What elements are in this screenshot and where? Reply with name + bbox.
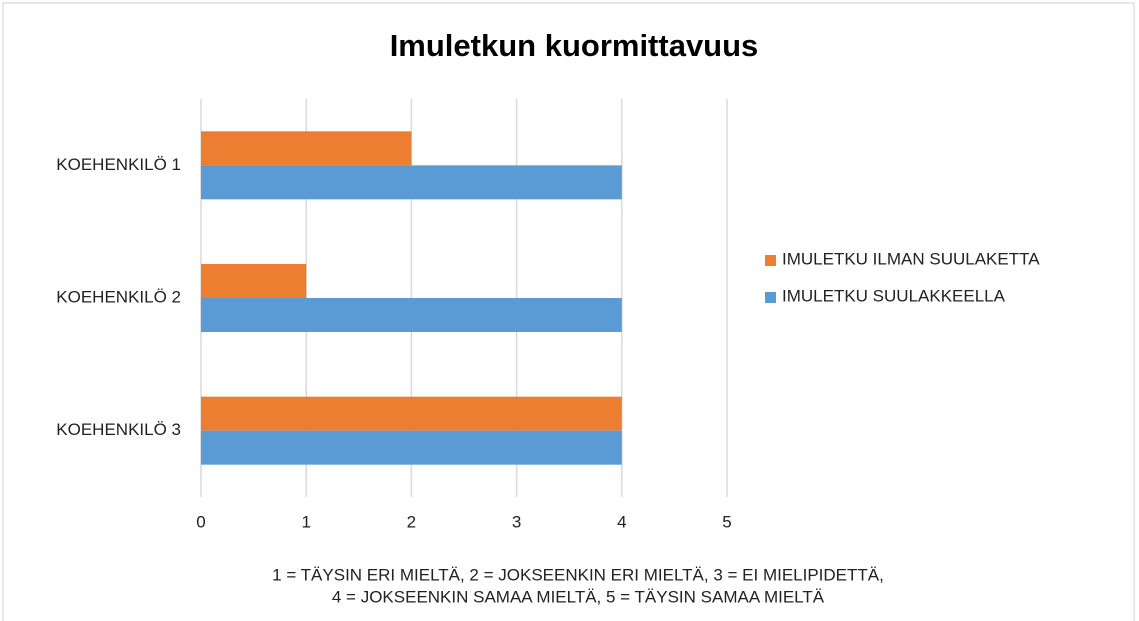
legend-label: IMULETKU ILMAN SUULAKETTA (782, 249, 1040, 268)
x-tick-label: 2 (407, 512, 416, 531)
bar (201, 264, 307, 298)
legend-label: IMULETKU SUULAKKEELLA (782, 286, 1006, 305)
x-tick-label: 3 (512, 512, 521, 531)
y-tick-label: KOEHENKILÖ 2 (56, 287, 181, 306)
x-tick-label: 5 (722, 512, 731, 531)
annotation: 4 = JOKSEENKIN SAMAA MIELTÄ, 5 = TÄYSIN … (332, 587, 825, 606)
x-tick-label: 0 (196, 512, 205, 531)
x-tick-label: 1 (301, 512, 310, 531)
y-tick-label: KOEHENKILÖ 1 (56, 155, 181, 174)
y-tick-label: KOEHENKILÖ 3 (56, 420, 181, 439)
bar (201, 430, 622, 465)
chart-title: Imuletkun kuormittavuus (390, 28, 759, 63)
bar (201, 131, 412, 166)
annotation: 1 = TÄYSIN ERI MIELTÄ, 2 = JOKSEENKIN ER… (272, 565, 884, 584)
legend-swatch (765, 255, 776, 266)
x-tick-label: 4 (617, 512, 626, 531)
bar (201, 396, 622, 431)
legend-swatch (765, 292, 776, 303)
bar (201, 165, 622, 200)
bar (201, 298, 622, 332)
